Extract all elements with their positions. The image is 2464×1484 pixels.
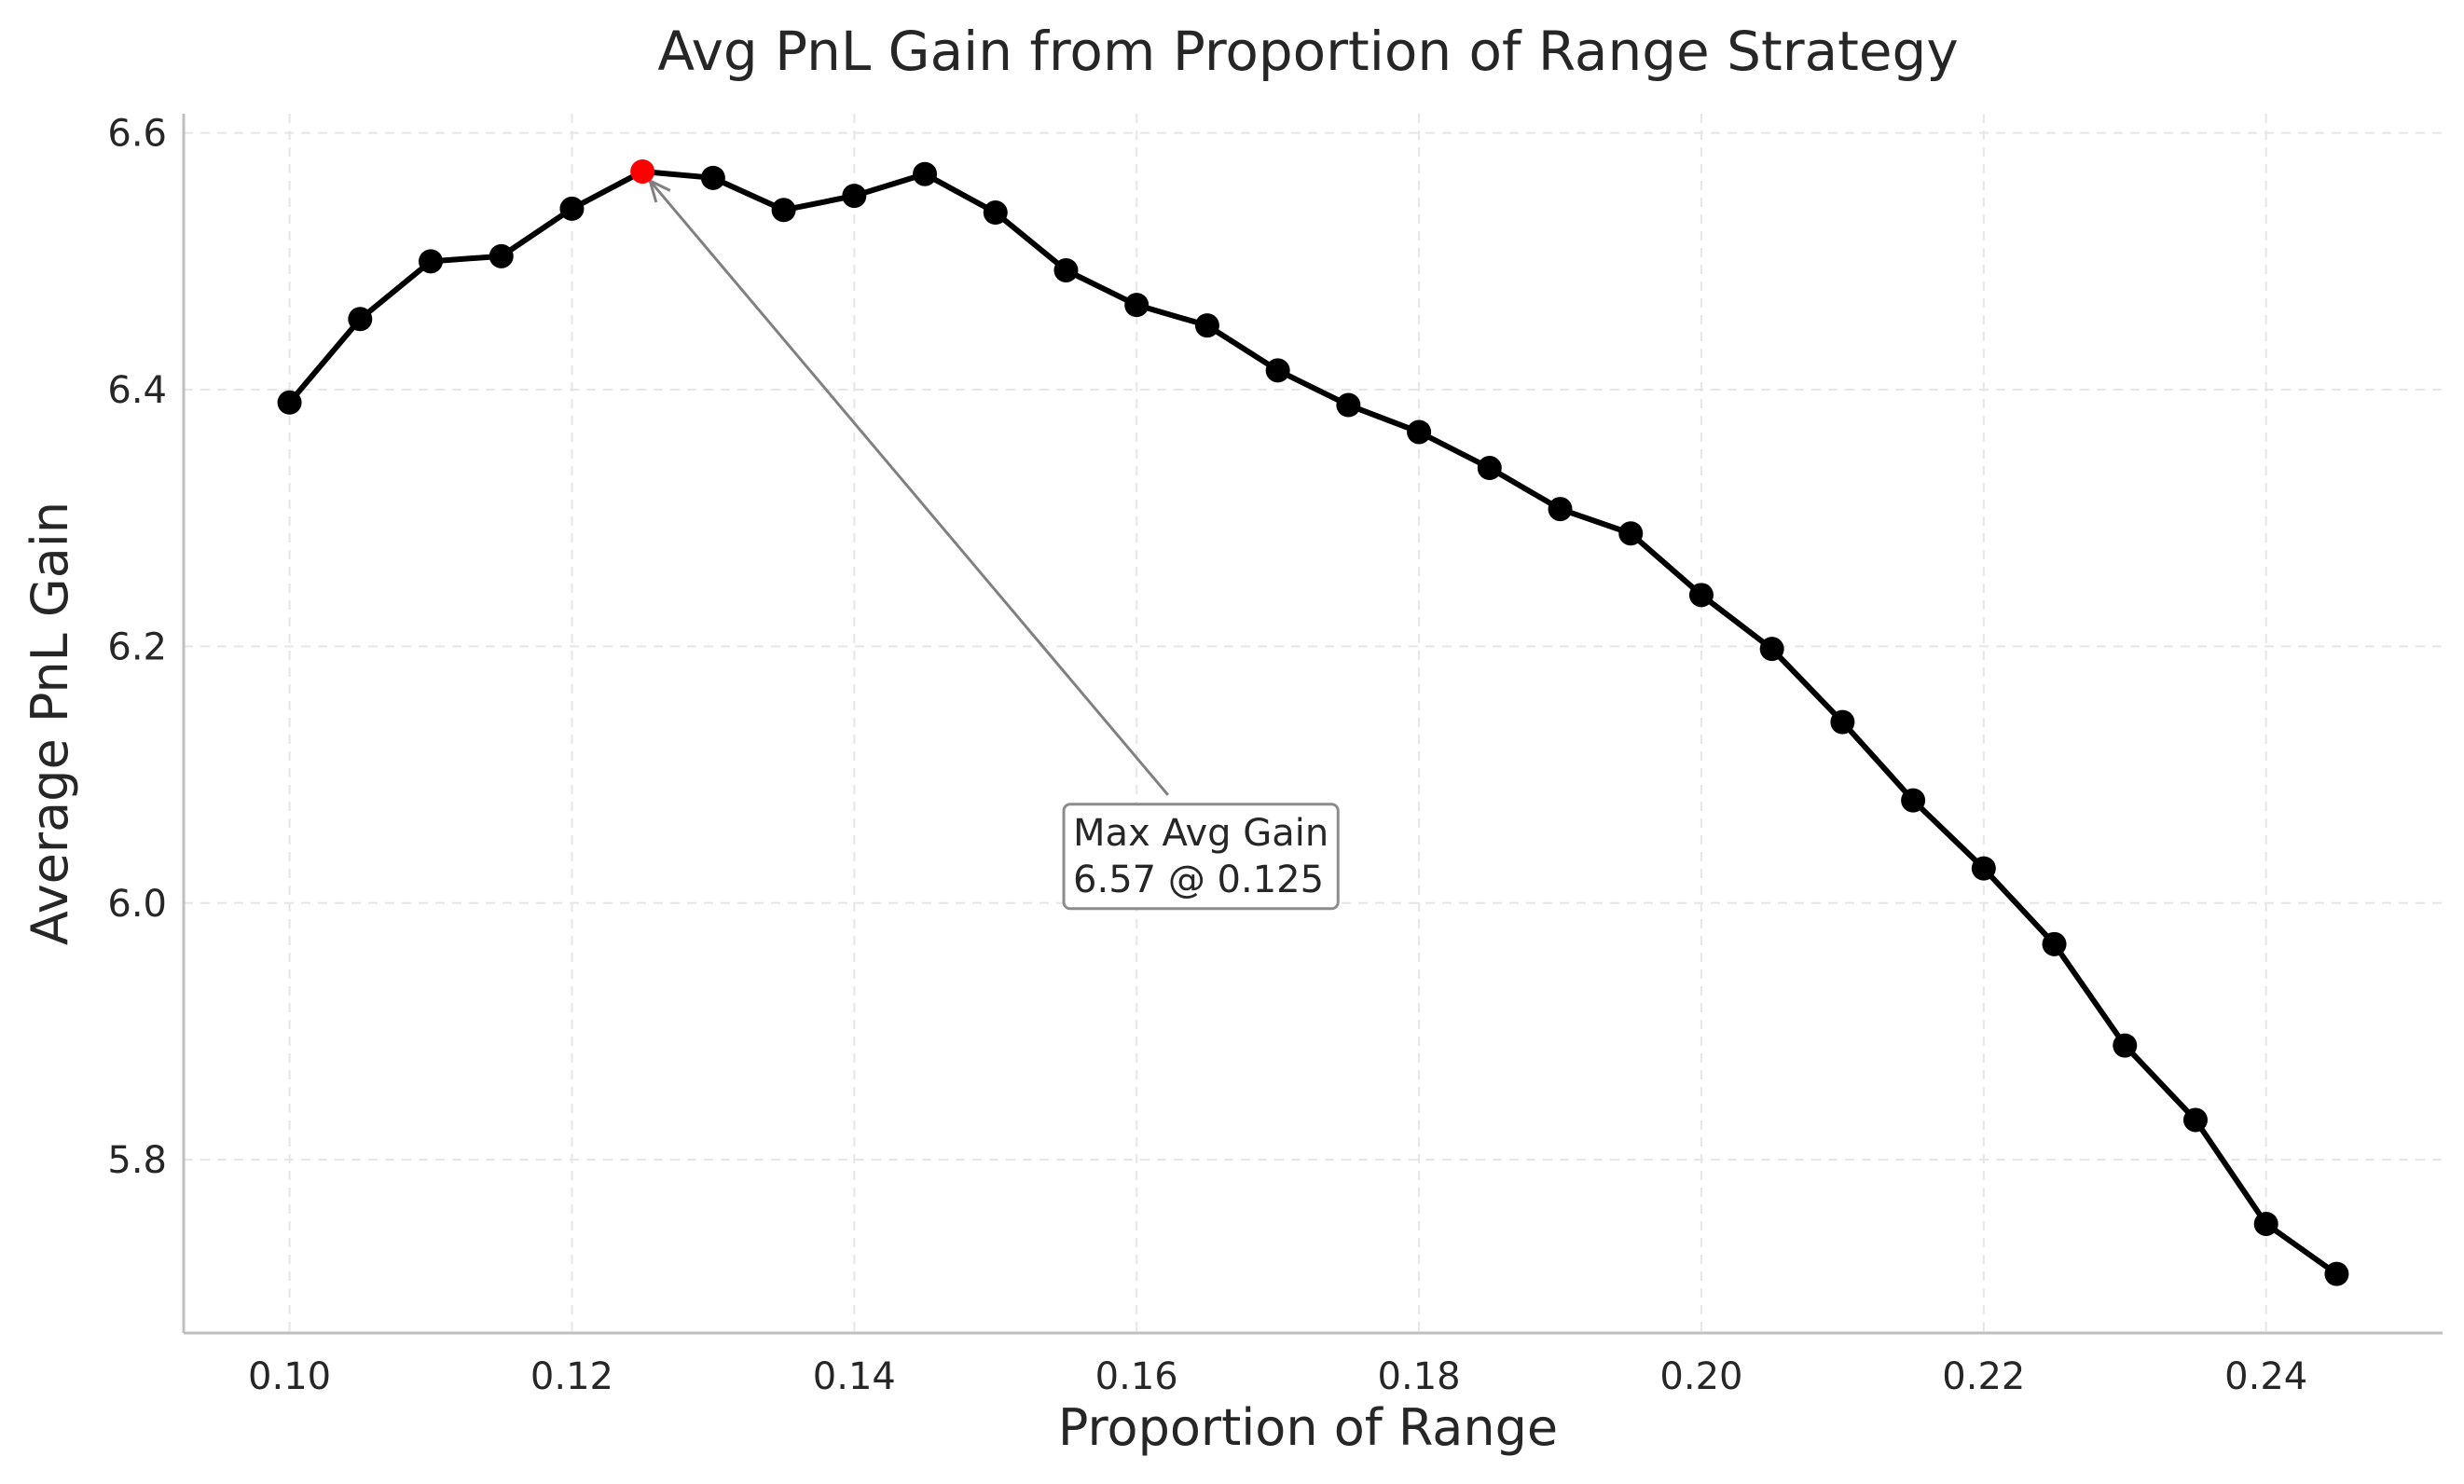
data-point	[348, 307, 373, 332]
tick-labels: 0.10 0.12 0.14 0.16 0.18 0.20 0.22 0.24 5.8 6.0 6.…	[107, 113, 2307, 1398]
data-point	[1477, 456, 1502, 481]
chart-title: Avg PnL Gain from Proportion of Range St…	[657, 20, 1958, 83]
y-tick-label: 6.4	[107, 369, 167, 412]
x-tick-label: 0.16	[1095, 1355, 1178, 1398]
data-point	[1759, 637, 1784, 662]
data-point	[1194, 313, 1219, 338]
data-point	[1901, 788, 1926, 813]
x-tick-label: 0.24	[2224, 1355, 2307, 1398]
x-tick-label: 0.14	[813, 1355, 896, 1398]
x-tick-label: 0.12	[530, 1355, 613, 1398]
data-point	[1265, 358, 1290, 383]
y-tick-label: 6.0	[107, 883, 167, 926]
data-point	[559, 196, 585, 221]
data-point	[2253, 1211, 2278, 1236]
series-line	[286, 168, 2340, 1277]
annotation-arrow	[649, 179, 1169, 796]
data-point	[1971, 856, 1996, 881]
data-point	[913, 161, 938, 186]
y-tick-label: 6.6	[107, 113, 167, 156]
data-point	[1124, 293, 1149, 318]
data-point	[2182, 1107, 2208, 1133]
data-point	[1053, 257, 1079, 282]
data-point	[2042, 931, 2067, 956]
data-point	[771, 198, 796, 223]
annotation-box	[1062, 803, 1340, 911]
x-tick-label: 0.20	[1659, 1355, 1742, 1398]
data-point	[1830, 709, 1855, 735]
data-point	[489, 243, 514, 268]
x-tick-label: 0.10	[248, 1355, 331, 1398]
y-tick-label: 6.2	[107, 625, 167, 668]
data-point	[2113, 1033, 2138, 1058]
data-point	[1407, 419, 1432, 445]
data-point	[842, 184, 867, 209]
data-point	[277, 390, 302, 415]
series-layer	[277, 158, 2349, 1286]
annotation-line-1: Max Avg Gain	[1073, 812, 1328, 855]
data-point	[1548, 497, 1573, 522]
x-tick-label: 0.18	[1378, 1355, 1461, 1398]
data-point	[2324, 1261, 2349, 1286]
data-point	[1688, 583, 1714, 608]
y-axis-label: Average PnL Gain	[21, 502, 79, 945]
data-point	[700, 165, 725, 190]
x-tick-label: 0.22	[1942, 1355, 2025, 1398]
axes-spines	[182, 114, 2443, 1335]
y-tick-label: 5.8	[107, 1139, 167, 1182]
data-point	[1618, 521, 1644, 546]
x-axis-label: Proportion of Range	[1058, 1398, 1558, 1457]
data-point	[419, 249, 444, 274]
data-point	[983, 200, 1008, 226]
grid-layer	[184, 114, 2443, 1333]
annotation-line-2: 6.57 @ 0.125	[1073, 859, 1324, 901]
data-point	[1336, 392, 1361, 418]
max-point	[630, 158, 655, 184]
